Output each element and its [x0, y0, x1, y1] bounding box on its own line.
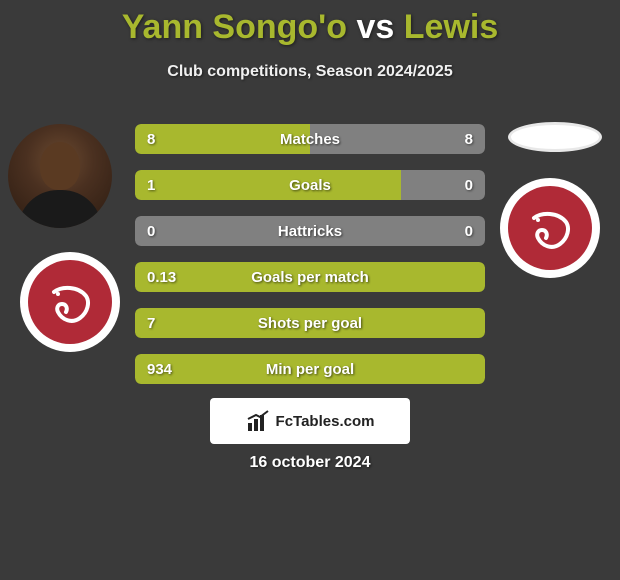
shrimp-icon: [528, 210, 572, 250]
stat-row: 0.13Goals per match: [135, 262, 485, 292]
player2-avatar: [508, 122, 602, 152]
vs-separator: vs: [347, 8, 404, 46]
stat-value-right: 8: [465, 131, 473, 148]
stat-label: Hattricks: [135, 223, 485, 240]
shrimp-icon: [48, 284, 92, 324]
stat-row: 7Shots per goal: [135, 308, 485, 338]
stat-row: 0Hattricks0: [135, 216, 485, 246]
attribution-text: FcTables.com: [276, 413, 375, 430]
player2-name: Lewis: [404, 8, 498, 46]
stat-row: 934Min per goal: [135, 354, 485, 384]
subtitle: Club competitions, Season 2024/2025: [0, 63, 620, 81]
stat-label: Matches: [135, 131, 485, 148]
chart-icon: [246, 409, 270, 433]
player2-club-badge: [500, 178, 600, 278]
stat-label: Goals per match: [135, 269, 485, 286]
comparison-infographic: Yann Songo'o vs Lewis Club competitions,…: [0, 0, 620, 580]
player1-avatar: [8, 124, 112, 228]
player1-name: Yann Songo'o: [122, 8, 347, 46]
stat-label: Goals: [135, 177, 485, 194]
stat-row: 1Goals0: [135, 170, 485, 200]
attribution-badge: FcTables.com: [210, 398, 410, 444]
stat-row: 8Matches8: [135, 124, 485, 154]
stat-label: Shots per goal: [135, 315, 485, 332]
stats-panel: 8Matches81Goals00Hattricks00.13Goals per…: [135, 124, 485, 400]
date-label: 16 october 2024: [0, 454, 620, 472]
stat-value-right: 0: [465, 223, 473, 240]
stat-label: Min per goal: [135, 361, 485, 378]
stat-value-right: 0: [465, 177, 473, 194]
page-title: Yann Songo'o vs Lewis: [0, 0, 620, 47]
player1-club-badge: [20, 252, 120, 352]
